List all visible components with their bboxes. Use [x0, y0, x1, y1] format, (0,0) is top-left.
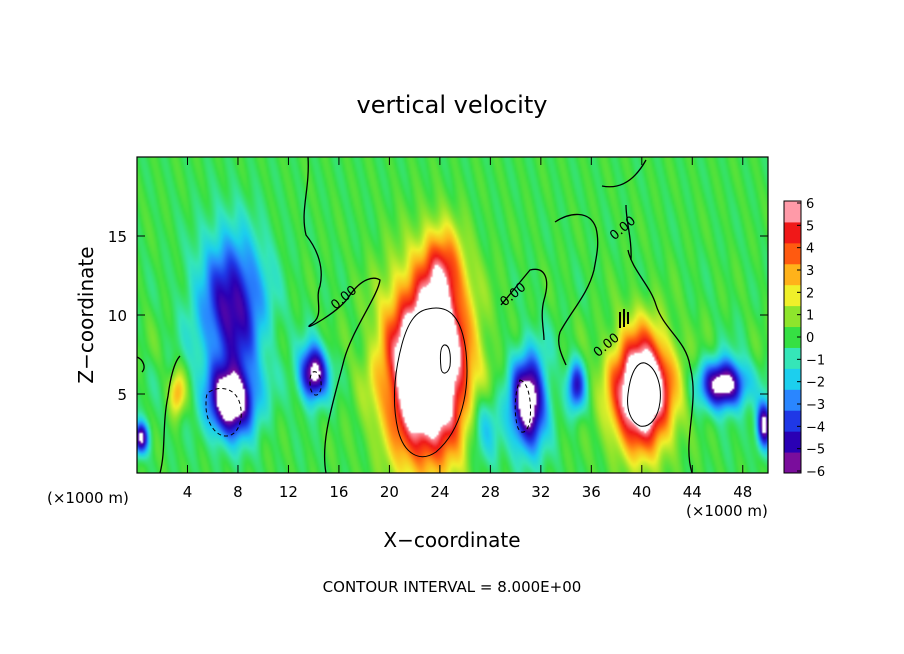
colorbar-segment	[784, 201, 801, 223]
y-tick-label: 10	[108, 307, 127, 325]
plot-area: 0.00 0.000.000.00	[136, 156, 769, 474]
contour-zero-line	[601, 159, 694, 473]
colorbar-label: −5	[806, 443, 825, 458]
contour-lines	[137, 157, 694, 473]
x-tick-label: 40	[632, 483, 651, 501]
colorbar-segment	[784, 410, 801, 432]
colorbar-label: −3	[806, 398, 825, 413]
contour-downdraft-dashed	[514, 379, 531, 433]
colorbar-label: 6	[806, 197, 814, 212]
colorbar-segment	[784, 221, 801, 244]
contour-updraft-outline	[627, 362, 661, 427]
contour-zero-line	[137, 355, 181, 473]
y-axis-label: Z−coordinate	[74, 246, 98, 383]
contour-zero-line	[625, 204, 632, 261]
contour-zero-line	[500, 268, 548, 341]
colorbar-segment	[784, 284, 801, 307]
x-tick-label: 44	[683, 483, 702, 501]
colorbar-label: −1	[806, 353, 825, 368]
colorbar-label: 4	[806, 242, 814, 257]
x-unit-right: (×1000 m)	[686, 502, 768, 520]
colorbar-label: 1	[806, 309, 814, 324]
contour-updraft-outline	[394, 307, 468, 458]
colorbar-segment	[784, 326, 801, 348]
colorbar-label: 3	[806, 264, 814, 279]
x-tick-label: 24	[430, 483, 449, 501]
colorbar-label: 2	[806, 286, 814, 301]
x-axis-label: X−coordinate	[383, 528, 520, 552]
x-axis: 4 8 12 16 20 24 28 32 36 40 44 48	[183, 157, 752, 501]
y-tick-label: 15	[108, 228, 127, 246]
contour-interval-note: CONTOUR INTERVAL = 8.000E+00	[323, 578, 582, 596]
contour-downdraft-dashed	[205, 388, 242, 437]
colorbar-segment	[784, 452, 801, 474]
contour-downdraft-dashed	[309, 371, 322, 396]
colorbar-label: −4	[806, 420, 825, 435]
contour-zero-line	[303, 157, 381, 473]
x-tick-label: 20	[380, 483, 399, 501]
contour-zero-line	[554, 213, 599, 366]
x-tick-label: 36	[582, 483, 601, 501]
x-tick-label: 28	[481, 483, 500, 501]
x-tick-label: 4	[183, 483, 193, 501]
x-tick-label: 12	[279, 483, 298, 501]
colorbar-segment	[784, 242, 801, 265]
x-tick-label: 32	[531, 483, 550, 501]
x-unit-left: (×1000 m)	[47, 489, 129, 507]
colorbar: 6 5 4 3 2 1 0 −1 −2 −3 −4 −5 −6	[783, 197, 825, 480]
colorbar-label: −2	[806, 376, 825, 391]
colorbar-segment	[784, 431, 801, 453]
contour-updraft-core	[439, 344, 451, 374]
chart-title: vertical velocity	[357, 91, 548, 119]
colorbar-segment	[784, 347, 801, 369]
colorbar-label: −6	[806, 465, 825, 480]
colorbar-segment	[784, 368, 801, 390]
colorbar-label: 0	[806, 331, 814, 346]
colorbar-segment	[784, 389, 801, 411]
x-tick-label: 8	[233, 483, 243, 501]
colorbar-segment	[784, 263, 801, 286]
y-tick-label: 5	[117, 386, 127, 404]
x-tick-label: 16	[329, 483, 348, 501]
colorbar-label: 5	[806, 219, 814, 234]
contour-dash-marks	[619, 309, 629, 328]
colorbar-segment	[784, 305, 801, 328]
y-axis: 5 10 15	[108, 228, 768, 404]
x-tick-label: 48	[733, 483, 752, 501]
